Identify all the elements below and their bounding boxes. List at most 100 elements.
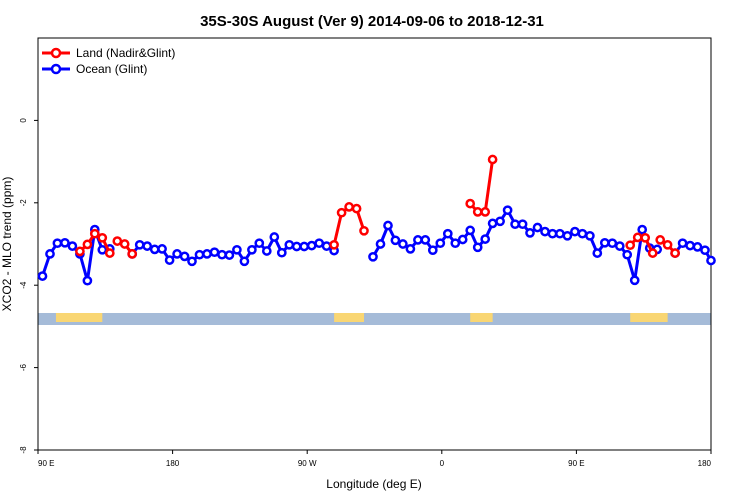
data-point <box>37 271 48 281</box>
chart-title: 35S-30S August (Ver 9) 2014-09-06 to 201… <box>200 13 544 30</box>
y-tick-label: -6 <box>19 363 28 371</box>
data-point <box>622 249 633 260</box>
data-point <box>157 244 167 254</box>
data-point <box>420 235 431 245</box>
data-point <box>662 239 673 250</box>
data-point <box>442 228 453 239</box>
data-point <box>119 239 130 249</box>
data-point <box>239 256 250 267</box>
data-point <box>217 249 227 260</box>
data-point <box>685 240 695 251</box>
map-land <box>55 313 103 322</box>
data-point <box>224 250 235 260</box>
data-point <box>472 207 483 217</box>
data-point <box>700 245 710 256</box>
data-point <box>450 238 461 249</box>
data-point <box>149 244 160 255</box>
data-point <box>480 234 491 244</box>
data-point <box>97 232 108 243</box>
data-point <box>599 237 610 248</box>
data-point <box>232 244 242 255</box>
data-point <box>45 249 55 259</box>
data-point <box>60 237 70 248</box>
data-point <box>706 255 716 266</box>
data-point <box>487 218 498 229</box>
data-point <box>351 203 362 214</box>
data-point <box>247 244 257 255</box>
data-point <box>562 230 573 241</box>
data-point <box>413 235 423 245</box>
data-point <box>457 234 468 245</box>
data-point <box>502 205 513 216</box>
data-point <box>480 207 491 217</box>
data-point <box>314 238 325 249</box>
data-point <box>67 241 78 251</box>
data-point <box>670 248 680 258</box>
data-point <box>555 228 565 239</box>
data-point <box>647 248 658 258</box>
data-point <box>540 226 550 237</box>
data-point <box>592 248 603 258</box>
data-point <box>269 232 280 242</box>
data-point <box>359 225 369 236</box>
x-axis-label: Longitude (deg E) <box>326 477 421 491</box>
plot-series <box>37 154 716 286</box>
data-point <box>112 236 123 246</box>
data-point <box>383 220 393 231</box>
data-point <box>607 238 618 249</box>
series-ocean <box>37 205 716 286</box>
data-point <box>532 222 543 233</box>
data-point <box>692 242 703 252</box>
data-point <box>321 241 332 251</box>
x-tick-label: 90 E <box>568 459 584 468</box>
series-land <box>75 154 680 259</box>
y-tick-label: -8 <box>19 446 28 454</box>
data-point <box>585 230 595 241</box>
data-point <box>284 239 295 250</box>
plot-frame <box>37 37 712 451</box>
data-point <box>89 228 100 239</box>
data-point <box>640 232 651 243</box>
data-point <box>306 240 317 251</box>
data-point <box>164 255 175 265</box>
data-point <box>405 244 416 254</box>
map-land <box>470 313 493 322</box>
legend: Land (Nadir&Glint) Ocean (Glint) <box>42 46 175 76</box>
x-tick-label: 0 <box>440 459 445 468</box>
y-tick-label: -4 <box>19 281 28 289</box>
data-point <box>179 251 190 262</box>
data-point <box>487 154 498 165</box>
x-axis: 90 E 180 90 W 0 90 E 180 <box>37 450 712 468</box>
data-point <box>276 247 287 258</box>
map-land <box>334 313 365 322</box>
data-point <box>172 249 182 259</box>
y-axis: 0 -2 -4 -6 -8 <box>19 118 38 454</box>
data-point <box>517 219 528 230</box>
y-axis-label: XCO2 - MLO trend (ppm) <box>0 177 14 312</box>
data-point <box>254 238 265 249</box>
legend-entry-ocean: Ocean (Glint) <box>42 62 147 76</box>
data-point <box>142 241 153 251</box>
x-tick-label: 180 <box>166 459 180 468</box>
x-tick-label: 90 E <box>38 459 54 468</box>
data-point <box>336 207 347 218</box>
data-point <box>677 238 688 249</box>
data-point <box>329 239 339 250</box>
map-ocean <box>38 313 711 325</box>
data-point <box>495 216 505 227</box>
data-point <box>577 228 588 239</box>
data-point <box>299 241 310 252</box>
legend-label-land: Land (Nadir&Glint) <box>76 46 175 60</box>
data-point <box>82 239 93 250</box>
data-point <box>465 225 476 236</box>
data-point <box>75 246 85 257</box>
data-point <box>52 238 63 249</box>
data-point <box>637 224 648 235</box>
legend-entry-land: Land (Nadir&Glint) <box>42 46 175 60</box>
data-point <box>375 239 386 249</box>
data-point <box>390 235 401 246</box>
data-point <box>427 245 438 256</box>
data-point <box>82 275 93 286</box>
data-point <box>465 198 476 209</box>
